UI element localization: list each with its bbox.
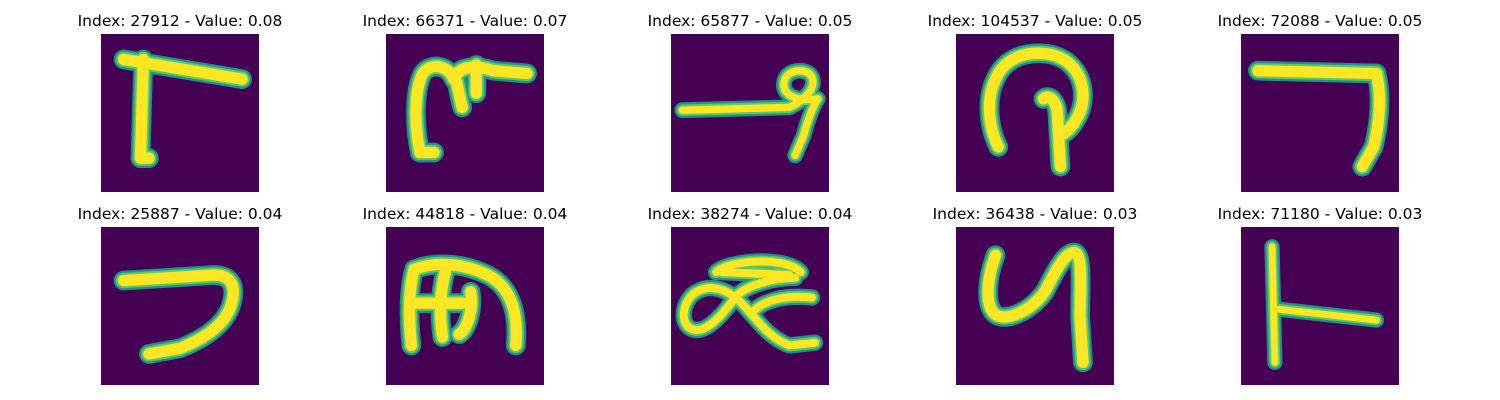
panel-title: Index: 71180 - Value: 0.03	[1217, 205, 1423, 223]
grid-panel-4: Index: 104537 - Value: 0.05	[928, 12, 1142, 202]
grid-panel-6: Index: 25887 - Value: 0.04	[78, 205, 282, 395]
stroke-segment	[678, 103, 794, 114]
handwritten-stroke	[113, 265, 244, 364]
stroke-segment	[748, 292, 817, 316]
stroke-segment	[134, 53, 149, 164]
glyph-image-t-sideways	[1241, 227, 1399, 385]
stroke-segment	[791, 95, 822, 159]
handwritten-stroke	[399, 254, 527, 356]
stroke-segment	[780, 67, 822, 112]
grid-panel-8: Index: 38274 - Value: 0.04	[648, 205, 852, 395]
grid-panel-7: Index: 44818 - Value: 0.04	[363, 205, 567, 395]
panel-title: Index: 104537 - Value: 0.05	[927, 12, 1143, 30]
stroke-segment	[717, 268, 794, 279]
grid-panel-10: Index: 71180 - Value: 0.03	[1218, 205, 1422, 395]
glyph-image-seven-curve	[101, 227, 259, 385]
stroke-segment	[1037, 91, 1067, 173]
glyph-image-line-loop	[671, 34, 829, 192]
handwritten-stroke	[1264, 239, 1385, 371]
handwritten-stroke	[113, 49, 252, 169]
glyph-image-gamma	[101, 34, 259, 192]
handwritten-stroke	[406, 55, 537, 163]
stroke-segment	[982, 246, 1089, 369]
stroke-segment	[1268, 243, 1279, 366]
glyph-image-seven	[1241, 34, 1399, 192]
stroke-segment	[450, 76, 468, 113]
stroke-segment	[408, 258, 522, 352]
stroke-segment	[1356, 67, 1386, 173]
handwritten-stroke	[1248, 60, 1390, 177]
grid-panel-3: Index: 65877 - Value: 0.05	[648, 12, 852, 202]
glyph-image-alpha	[671, 227, 829, 385]
panel-title: Index: 25887 - Value: 0.04	[77, 205, 283, 223]
handwritten-stroke	[978, 242, 1093, 373]
panel-title: Index: 72088 - Value: 0.05	[1217, 12, 1423, 30]
glyph-image-m-cross	[386, 34, 544, 192]
grid-panel-1: Index: 27912 - Value: 0.08	[78, 12, 282, 202]
panel-title: Index: 27912 - Value: 0.08	[77, 12, 283, 30]
grid-panel-5: Index: 72088 - Value: 0.05	[1218, 12, 1422, 202]
panel-title: Index: 36438 - Value: 0.03	[932, 205, 1138, 223]
handwritten-stroke	[674, 62, 826, 164]
stroke-segment	[983, 47, 1089, 153]
stroke-segment	[1271, 305, 1380, 324]
stroke-segment	[1252, 65, 1383, 80]
stroke-segment	[117, 269, 239, 360]
glyph-image-m-loops	[386, 227, 544, 385]
grid-panel-9: Index: 36438 - Value: 0.03	[933, 205, 1137, 395]
glyph-image-y	[956, 227, 1114, 385]
panel-title: Index: 66371 - Value: 0.07	[362, 12, 568, 30]
handwritten-stroke	[675, 253, 824, 354]
stroke-segment	[453, 286, 477, 340]
panel-title: Index: 38274 - Value: 0.04	[647, 205, 853, 223]
panel-title: Index: 44818 - Value: 0.04	[362, 205, 568, 223]
glyph-image-hook-arch	[956, 34, 1114, 192]
handwritten-stroke	[979, 43, 1093, 177]
panel-title: Index: 65877 - Value: 0.05	[647, 12, 853, 30]
grid-panel-2: Index: 66371 - Value: 0.07	[363, 12, 567, 202]
